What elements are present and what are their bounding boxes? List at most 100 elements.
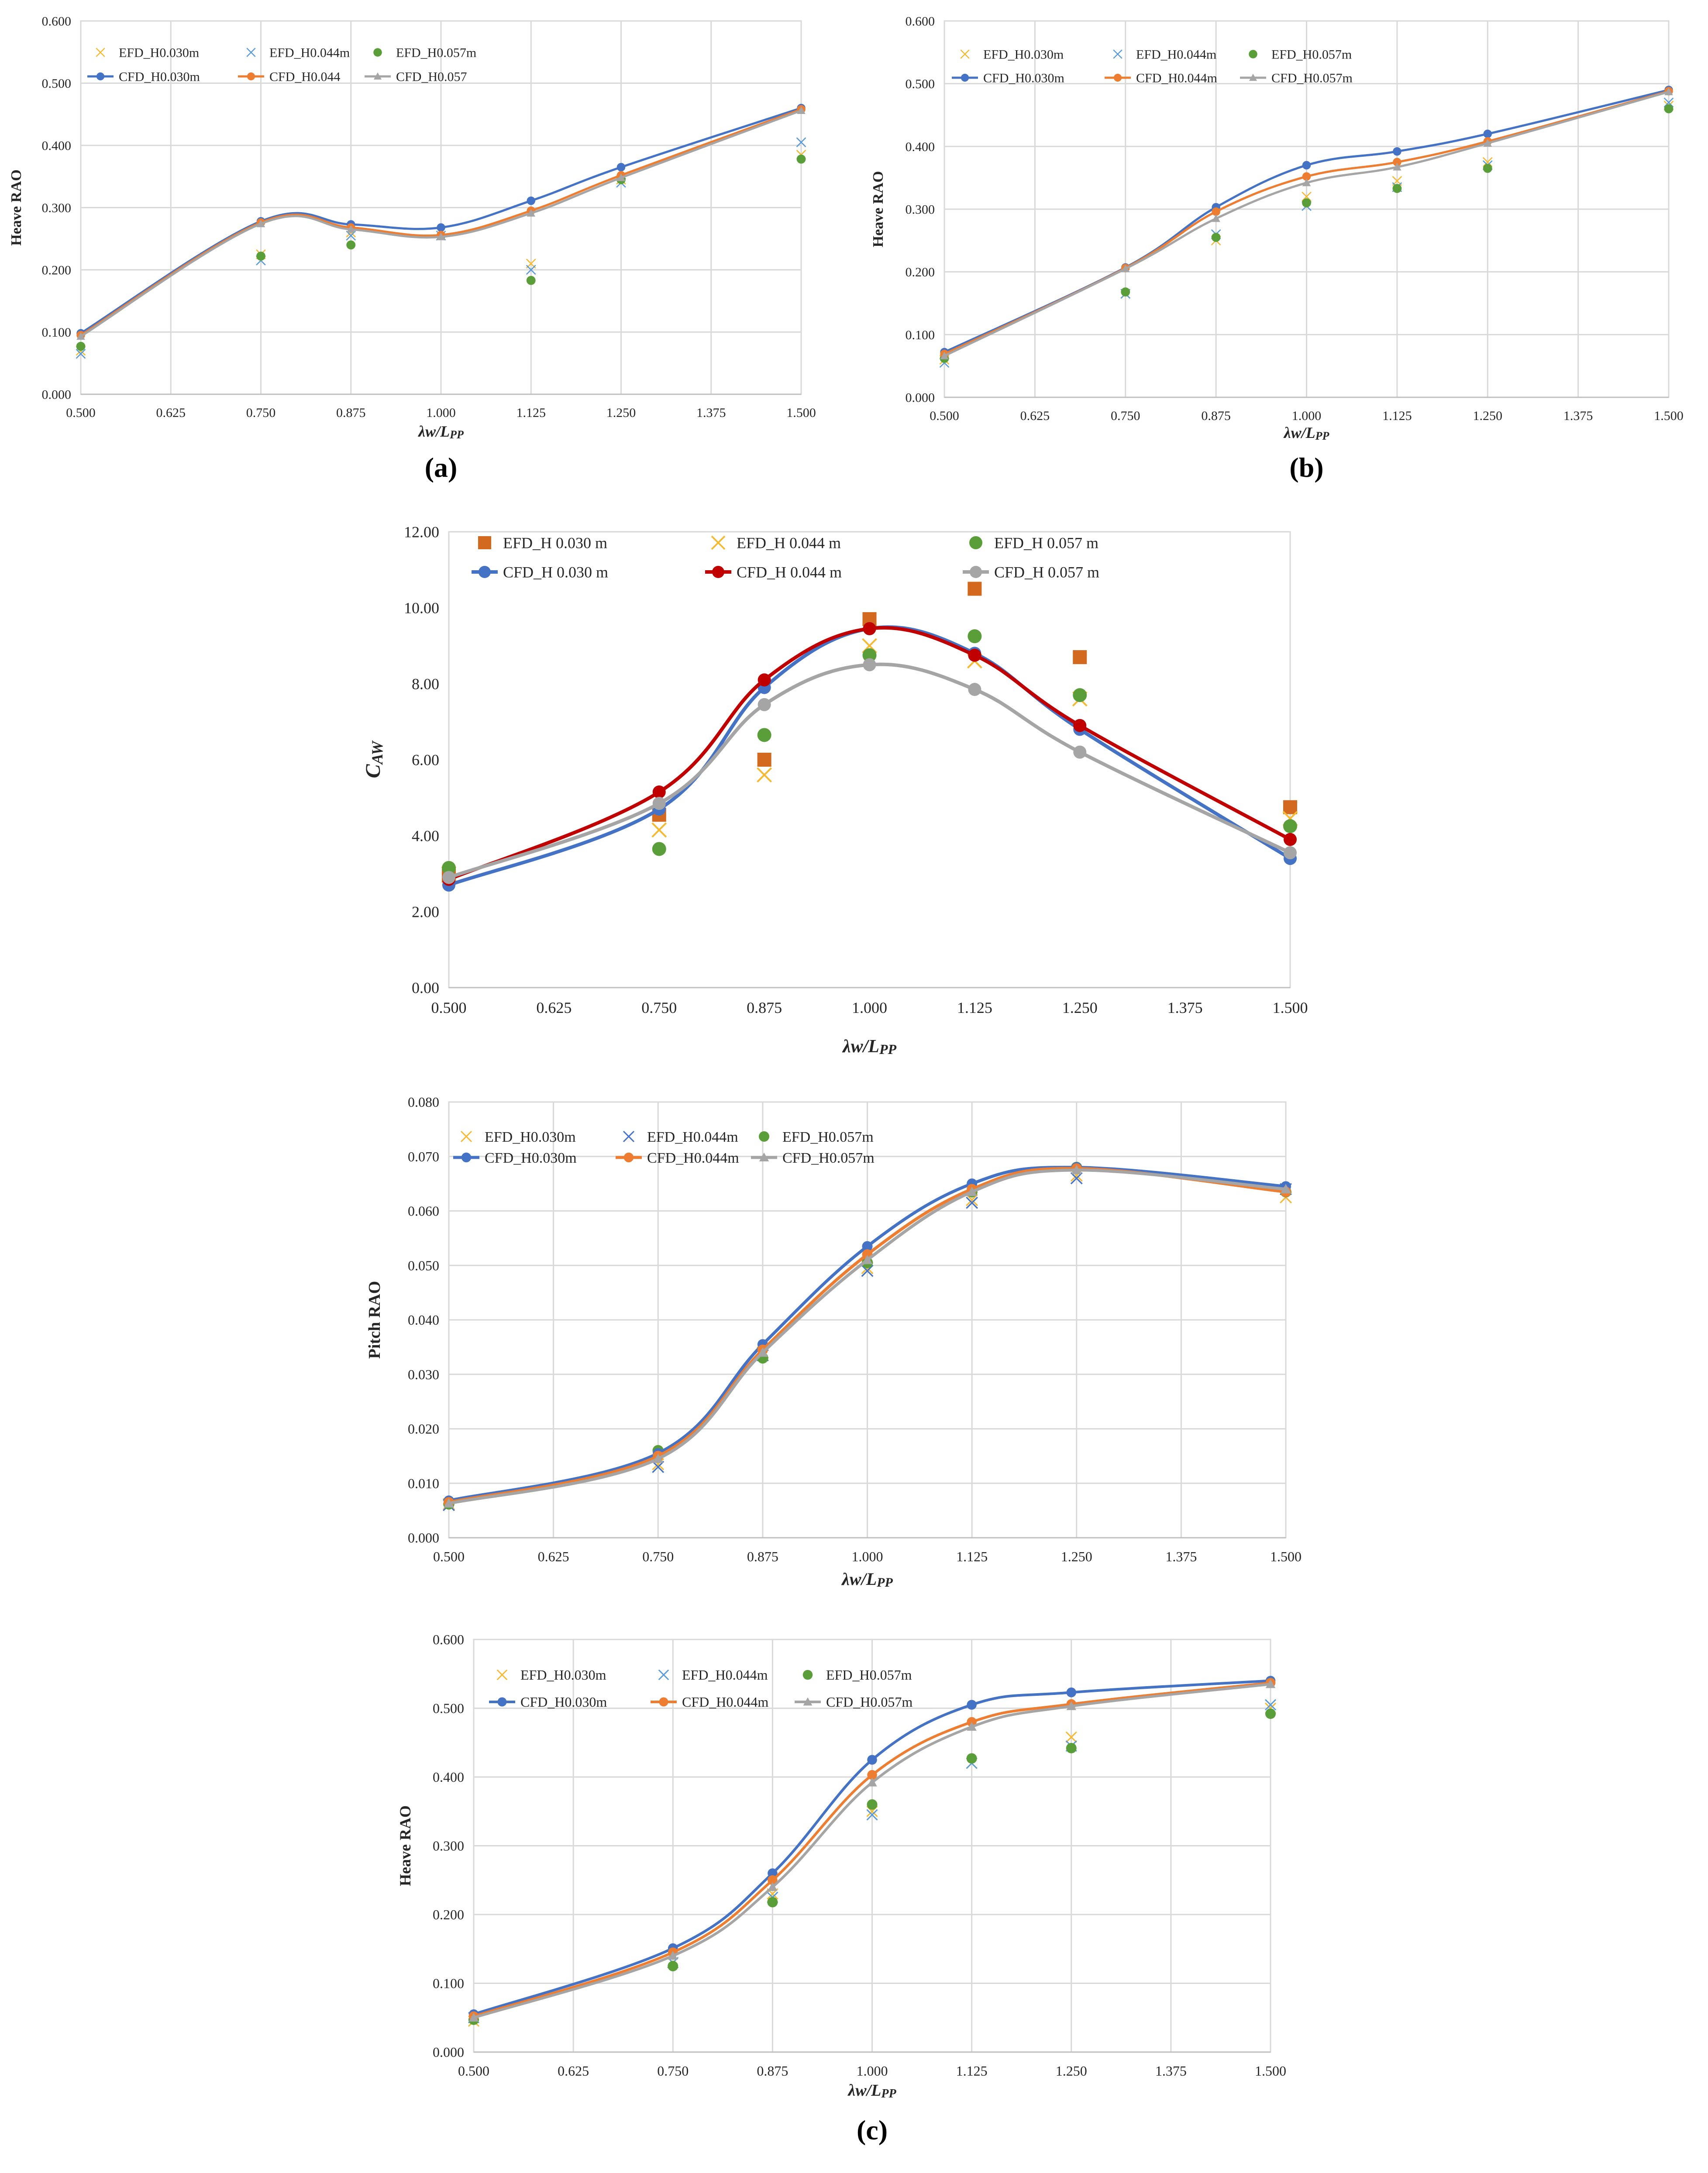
- legend: EFD_H0.030m EFD_H0.044m EFD_H0.057m CFD_H0.…: [952, 48, 1353, 86]
- data-point: [1393, 147, 1402, 156]
- data-point: [444, 1498, 454, 1508]
- data-point: [616, 163, 626, 172]
- data-point: [442, 871, 455, 884]
- x-tick-label: 0.625: [156, 406, 186, 420]
- data-point: [1664, 87, 1673, 96]
- x-tick-label: 1.000: [857, 2063, 888, 2079]
- legend-marker: [623, 1152, 634, 1163]
- y-tick-label: 0.200: [433, 1907, 464, 1922]
- legend-label: EFD_H0.030m: [485, 1129, 576, 1145]
- data-point: [757, 753, 771, 767]
- y-tick-label: 0.400: [42, 139, 72, 153]
- data-point: [1265, 1708, 1276, 1719]
- legend-label: CFD_H 0.044 m: [737, 564, 842, 581]
- legend-label: CFD_H0.057m: [826, 1694, 913, 1710]
- data-point: [527, 196, 535, 205]
- y-tick-label: 0.600: [433, 1632, 464, 1647]
- series-line: [448, 1168, 1286, 1505]
- legend-label: CFD_H0.044: [269, 70, 341, 84]
- legend-label: EFD_H0.044m: [269, 46, 350, 60]
- series-CFD_H0.057: [76, 106, 806, 340]
- data-point: [1302, 198, 1311, 208]
- y-tick-label: 4.00: [412, 827, 439, 845]
- legend: EFD_H0.030m EFD_H0.044m EFD_H0.057m CFD_H0.…: [87, 46, 476, 84]
- data-point: [653, 1453, 664, 1463]
- data-point: [1483, 129, 1492, 138]
- x-tick-label: 1.500: [1270, 1549, 1302, 1564]
- x-tick-label: 1.250: [1473, 409, 1503, 423]
- x-tick-label: 1.375: [1167, 999, 1203, 1016]
- y-tick-label: 0.500: [433, 1701, 464, 1716]
- data-point: [1283, 800, 1297, 814]
- data-point: [968, 648, 981, 662]
- data-point: [652, 842, 666, 856]
- data-point: [1073, 745, 1087, 759]
- legend-marker: [373, 48, 382, 57]
- panel-label: (c): [857, 2114, 888, 2145]
- data-point: [651, 822, 667, 838]
- x-tick-label: 1.125: [957, 999, 992, 1016]
- data-point: [862, 648, 877, 662]
- legend-label: EFD_H 0.030 m: [503, 534, 607, 552]
- panel-label: (a): [425, 452, 458, 483]
- data-point: [967, 1186, 978, 1196]
- x-tick-label: 1.500: [1273, 999, 1308, 1016]
- legend-label: CFD_H0.030m: [520, 1694, 607, 1710]
- legend-marker: [969, 536, 982, 549]
- legend-label: CFD_H0.044m: [682, 1694, 768, 1710]
- legend-label: EFD_H0.044m: [1136, 48, 1216, 62]
- y-tick-label: 0.000: [906, 391, 935, 405]
- x-tick-label: 1.000: [852, 999, 887, 1016]
- data-point: [1066, 1687, 1076, 1698]
- data-point: [1664, 104, 1674, 114]
- data-point: [861, 1264, 874, 1277]
- data-point: [1073, 688, 1087, 703]
- legend-label: EFD_H0.044m: [682, 1667, 768, 1683]
- legend-marker: [479, 566, 491, 578]
- plot-frame: [448, 531, 1291, 988]
- series-CFD_H 0.057 m: [442, 658, 1297, 884]
- data-point: [256, 219, 265, 227]
- x-tick-label: 1.125: [956, 1549, 988, 1564]
- data-point: [616, 173, 626, 181]
- y-tick-label: 0.400: [906, 140, 935, 154]
- legend-label: EFD_H0.057m: [826, 1667, 912, 1683]
- legend: EFD_H 0.030 m EFD_H 0.044 m EFD_H 0.057 m C…: [472, 534, 1099, 581]
- y-tick-label: 0.200: [906, 265, 935, 279]
- data-point: [1071, 1164, 1082, 1174]
- series-CFD_H0.057m: [468, 1679, 1276, 2022]
- y-tick-label: 0.100: [906, 328, 935, 342]
- data-point: [757, 728, 771, 742]
- y-axis-title: Heave RAO: [870, 171, 886, 248]
- data-point: [76, 349, 86, 359]
- y-tick-label: 0.600: [42, 14, 72, 29]
- legend-label: CFD_H0.057m: [782, 1150, 875, 1166]
- x-tick-label: 1.000: [852, 1549, 883, 1564]
- x-tick-label: 0.750: [642, 1549, 674, 1564]
- y-tick-label: 0.070: [408, 1149, 439, 1164]
- data-point: [1483, 164, 1492, 173]
- y-tick-label: 0.300: [42, 201, 72, 215]
- legend-label: CFD_H 0.030 m: [503, 564, 608, 581]
- legend-label: CFD_H0.044m: [1136, 71, 1217, 86]
- x-tick-label: 0.875: [1201, 409, 1231, 423]
- data-point: [1392, 184, 1402, 193]
- data-point: [652, 797, 666, 810]
- x-tick-label: 0.625: [558, 2063, 589, 2079]
- data-point: [967, 1722, 977, 1731]
- legend-marker: [496, 1669, 508, 1681]
- x-tick-label: 1.500: [1654, 409, 1684, 423]
- data-point: [797, 106, 806, 114]
- legend-marker: [1113, 49, 1123, 59]
- x-axis-title: λw/LPP: [417, 423, 464, 441]
- x-axis-title: λw/LPP: [841, 1569, 893, 1590]
- legend-marker: [659, 1697, 668, 1707]
- data-point: [866, 1809, 878, 1821]
- legend-label: EFD_H0.030m: [119, 46, 199, 60]
- series-EFD_H 0.044 m: [441, 638, 1298, 882]
- data-point: [758, 698, 771, 711]
- legend-label: CFD_H0.030m: [983, 71, 1064, 86]
- y-tick-label: 6.00: [412, 751, 439, 769]
- data-point: [1302, 178, 1311, 186]
